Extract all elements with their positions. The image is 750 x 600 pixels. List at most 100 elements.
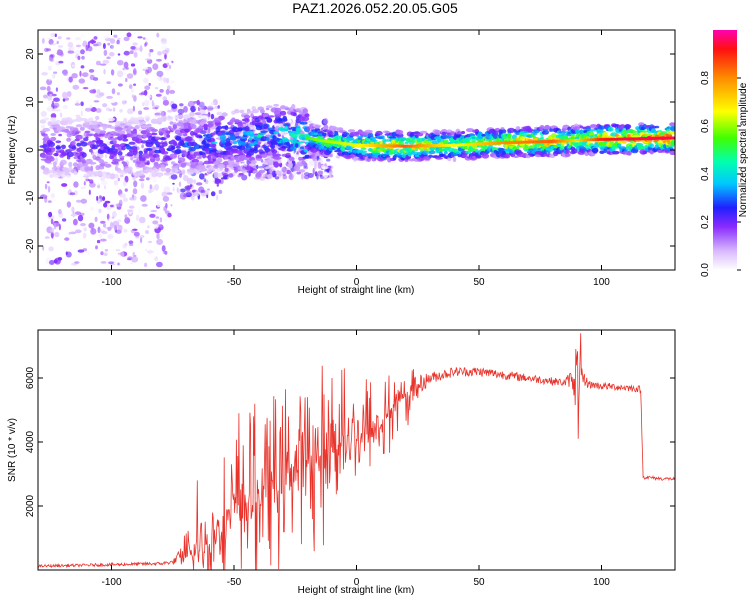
heatmap-noise-cell (132, 251, 136, 258)
heatmap-ridge-cell (112, 151, 118, 155)
heatmap-noise-cell (165, 89, 170, 95)
heatmap-noise-cell (172, 187, 175, 192)
heatmap-noise-cell (131, 194, 135, 199)
heatmap-ridge-cell (435, 157, 443, 160)
heatmap-noise-cell (289, 171, 292, 178)
heatmap-ridge-cell (42, 127, 51, 132)
heatmap-ridge-cell (203, 124, 209, 128)
heatmap-noise-cell (323, 117, 329, 125)
heatmap-noise-cell (103, 68, 106, 75)
heatmap-noise-cell (57, 257, 63, 261)
heatmap-noise-cell (158, 224, 164, 231)
heatmap-ridge-cell (367, 156, 374, 159)
heatmap-noise-cell (95, 108, 102, 113)
heatmap-noise-cell (123, 197, 128, 202)
heatmap-ridge-cell (150, 150, 155, 154)
heatmap-ridge-cell (252, 109, 259, 114)
heatmap-noise-cell (252, 170, 258, 174)
heatmap-ridge-cell (284, 125, 289, 132)
heatmap-noise-cell (75, 44, 82, 48)
heatmap-noise-cell (47, 92, 52, 95)
heatmap-ridge-cell (128, 141, 136, 145)
heatmap-noise-cell (117, 262, 120, 266)
heatmap-ridge-cell (93, 121, 100, 126)
heatmap-noise-cell (89, 89, 97, 94)
heatmap-noise-cell (62, 91, 68, 99)
heatmap-noise-cell (122, 67, 126, 71)
heatmap-ridge-cell (266, 117, 273, 123)
heatmap-ridge-cell (329, 153, 333, 158)
heatmap-ridge-cell (238, 145, 246, 151)
heatmap-ridge-cell (513, 146, 520, 150)
heatmap-ridge-cell (139, 162, 146, 168)
heatmap-ridge-cell (255, 122, 263, 126)
heatmap-noise-cell (159, 217, 163, 223)
heatmap-noise-cell (155, 107, 158, 110)
heatmap-noise-cell (113, 34, 118, 38)
heatmap-ridge-cell (75, 116, 83, 123)
heatmap-noise-cell (170, 204, 173, 207)
heatmap-ridge-cell (370, 141, 375, 144)
heatmap-ridge-cell (50, 136, 57, 142)
heatmap-ridge-cell (114, 173, 119, 179)
heatmap-noise-cell (91, 197, 96, 202)
heatmap-noise-cell (81, 55, 85, 60)
heatmap-ridge-cell (160, 166, 166, 172)
bottom-x-tick-label: 0 (354, 577, 360, 588)
heatmap-ridge-cell (243, 114, 251, 119)
heatmap-ridge-cell (76, 166, 82, 171)
heatmap-noise-cell (129, 50, 134, 55)
heatmap-noise-cell (216, 194, 219, 201)
heatmap-ridge-cell (221, 112, 228, 117)
heatmap-ridge-cell (198, 135, 203, 139)
heatmap-noise-cell (159, 234, 164, 238)
heatmap-noise-cell (61, 218, 67, 222)
heatmap-ridge-cell (334, 132, 339, 136)
heatmap-ridge-cell (545, 130, 549, 134)
heatmap-noise-cell (256, 164, 259, 170)
heatmap-noise-cell (45, 257, 51, 265)
heatmap-ridge-cell (296, 128, 301, 134)
heatmap-noise-cell (107, 233, 114, 240)
heatmap-ridge-cell (166, 130, 171, 134)
heatmap-noise-cell (50, 193, 55, 199)
heatmap-ridge-cell (98, 165, 105, 170)
heatmap-noise-cell (167, 212, 172, 218)
heatmap-noise-cell (153, 224, 159, 229)
heatmap-noise-cell (207, 112, 211, 118)
heatmap-ridge-cell (184, 128, 190, 133)
heatmap-noise-cell (148, 51, 151, 58)
heatmap-noise-cell (106, 213, 110, 220)
heatmap-noise-cell (154, 115, 161, 118)
heatmap-noise-cell (126, 73, 134, 79)
heatmap-noise-cell (267, 173, 273, 180)
heatmap-noise-cell (95, 94, 102, 98)
heatmap-noise-cell (193, 191, 200, 197)
heatmap-noise-cell (248, 171, 251, 177)
heatmap-noise-cell (169, 89, 176, 94)
heatmap-ridge-cell (146, 123, 152, 127)
heatmap-ridge-cell (441, 131, 447, 136)
heatmap-noise-cell (117, 53, 121, 56)
heatmap-noise-cell (80, 101, 84, 107)
heatmap-noise-cell (119, 251, 125, 258)
heatmap-ridge-cell (166, 134, 171, 138)
heatmap-noise-cell (130, 229, 136, 234)
heatmap-noise-cell (66, 37, 71, 40)
heatmap-noise-cell (190, 150, 195, 156)
heatmap-ridge-cell (260, 136, 268, 142)
heatmap-noise-cell (233, 166, 239, 173)
heatmap-ridge-cell (138, 150, 143, 155)
heatmap-noise-cell (54, 231, 60, 238)
heatmap-noise-cell (186, 104, 190, 107)
heatmap-noise-cell (82, 87, 89, 90)
heatmap-ridge-cell (168, 172, 175, 175)
heatmap-noise-cell (41, 124, 45, 129)
heatmap-noise-cell (145, 230, 149, 234)
heatmap-ridge-cell (61, 144, 66, 150)
heatmap-noise-cell (156, 32, 160, 38)
heatmap-noise-cell (326, 158, 331, 162)
heatmap-ridge-cell (591, 147, 599, 154)
heatmap-noise-cell (298, 169, 305, 173)
heatmap-noise-cell (169, 80, 175, 84)
